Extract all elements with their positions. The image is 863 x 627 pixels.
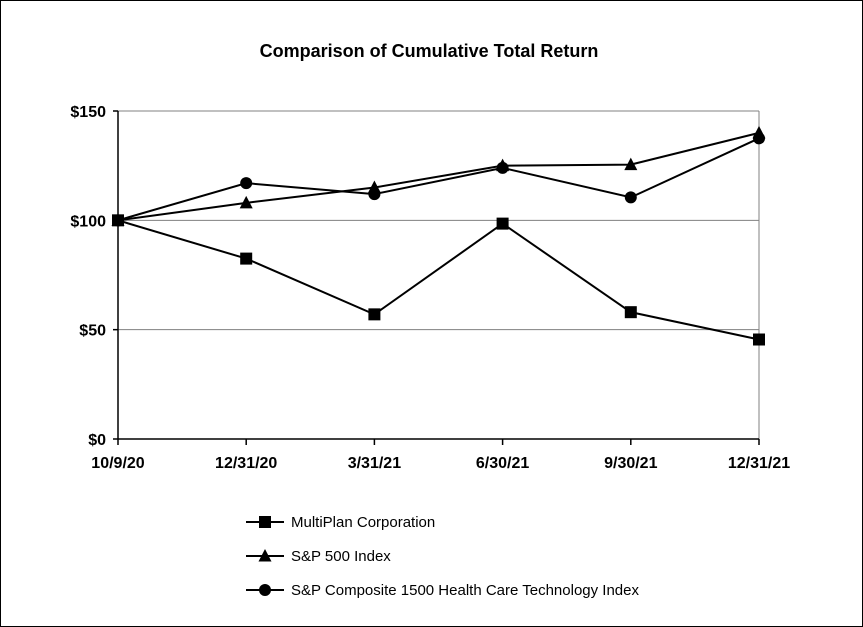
series-0-point-4 (624, 306, 637, 319)
series-2-point-4 (624, 191, 637, 204)
series-0-point-5 (753, 333, 765, 346)
legend-label-1: S&P 500 Index (291, 548, 391, 565)
series-1-point-4 (624, 157, 638, 171)
x-tick-label-3: 6/30/21 (476, 455, 529, 472)
legend-item-2: S&P Composite 1500 Health Care Technolog… (246, 582, 639, 599)
series-2-point-3 (496, 161, 509, 174)
chart-title: Comparison of Cumulative Total Return (260, 41, 599, 61)
y-tick-label-2: $100 (70, 213, 106, 230)
axes (117, 110, 760, 440)
series-line-0 (117, 219, 760, 341)
x-tick-label-5: 12/31/21 (728, 455, 790, 472)
legend-marker-2 (259, 584, 271, 596)
y-axis-ticks: $0 $50 $100 $150 (70, 104, 118, 449)
x-tick-label-0: 10/9/20 (91, 455, 144, 472)
series-1 (111, 125, 766, 226)
x-tick-label-2: 3/31/21 (348, 455, 401, 472)
legend: MultiPlan Corporation S&P 500 Index S&P Co… (246, 514, 639, 599)
legend-marker-0 (259, 516, 271, 528)
series-0-point-3 (496, 217, 509, 230)
legend-item-1: S&P 500 Index (246, 548, 391, 565)
series-0-point-1 (240, 252, 253, 265)
series-1-point-1 (239, 195, 253, 209)
series-0 (112, 214, 765, 346)
series-line-2 (117, 137, 760, 222)
series-layer (111, 125, 766, 346)
series-2-point-2 (368, 188, 381, 201)
series-2-point-0 (112, 214, 124, 227)
legend-marker-1 (258, 549, 272, 562)
gridlines (118, 219, 759, 331)
series-0-point-2 (368, 308, 381, 321)
legend-item-0: MultiPlan Corporation (246, 514, 435, 531)
series-line-1 (117, 131, 760, 222)
legend-label-0: MultiPlan Corporation (291, 514, 435, 531)
legend-label-2: S&P Composite 1500 Health Care Technolog… (291, 582, 639, 599)
y-tick-label-1: $50 (79, 323, 106, 340)
series-2-point-1 (240, 177, 253, 190)
y-tick-label-0: $0 (88, 432, 106, 449)
x-tick-label-1: 12/31/20 (215, 455, 277, 472)
y-tick-label-3: $150 (70, 104, 106, 121)
x-tick-label-4: 9/30/21 (604, 455, 657, 472)
series-2-point-5 (753, 132, 765, 145)
x-axis-ticks: 10/9/20 12/31/20 3/31/21 6/30/21 9/30/21 12/3… (91, 439, 790, 472)
series-2 (112, 132, 765, 227)
